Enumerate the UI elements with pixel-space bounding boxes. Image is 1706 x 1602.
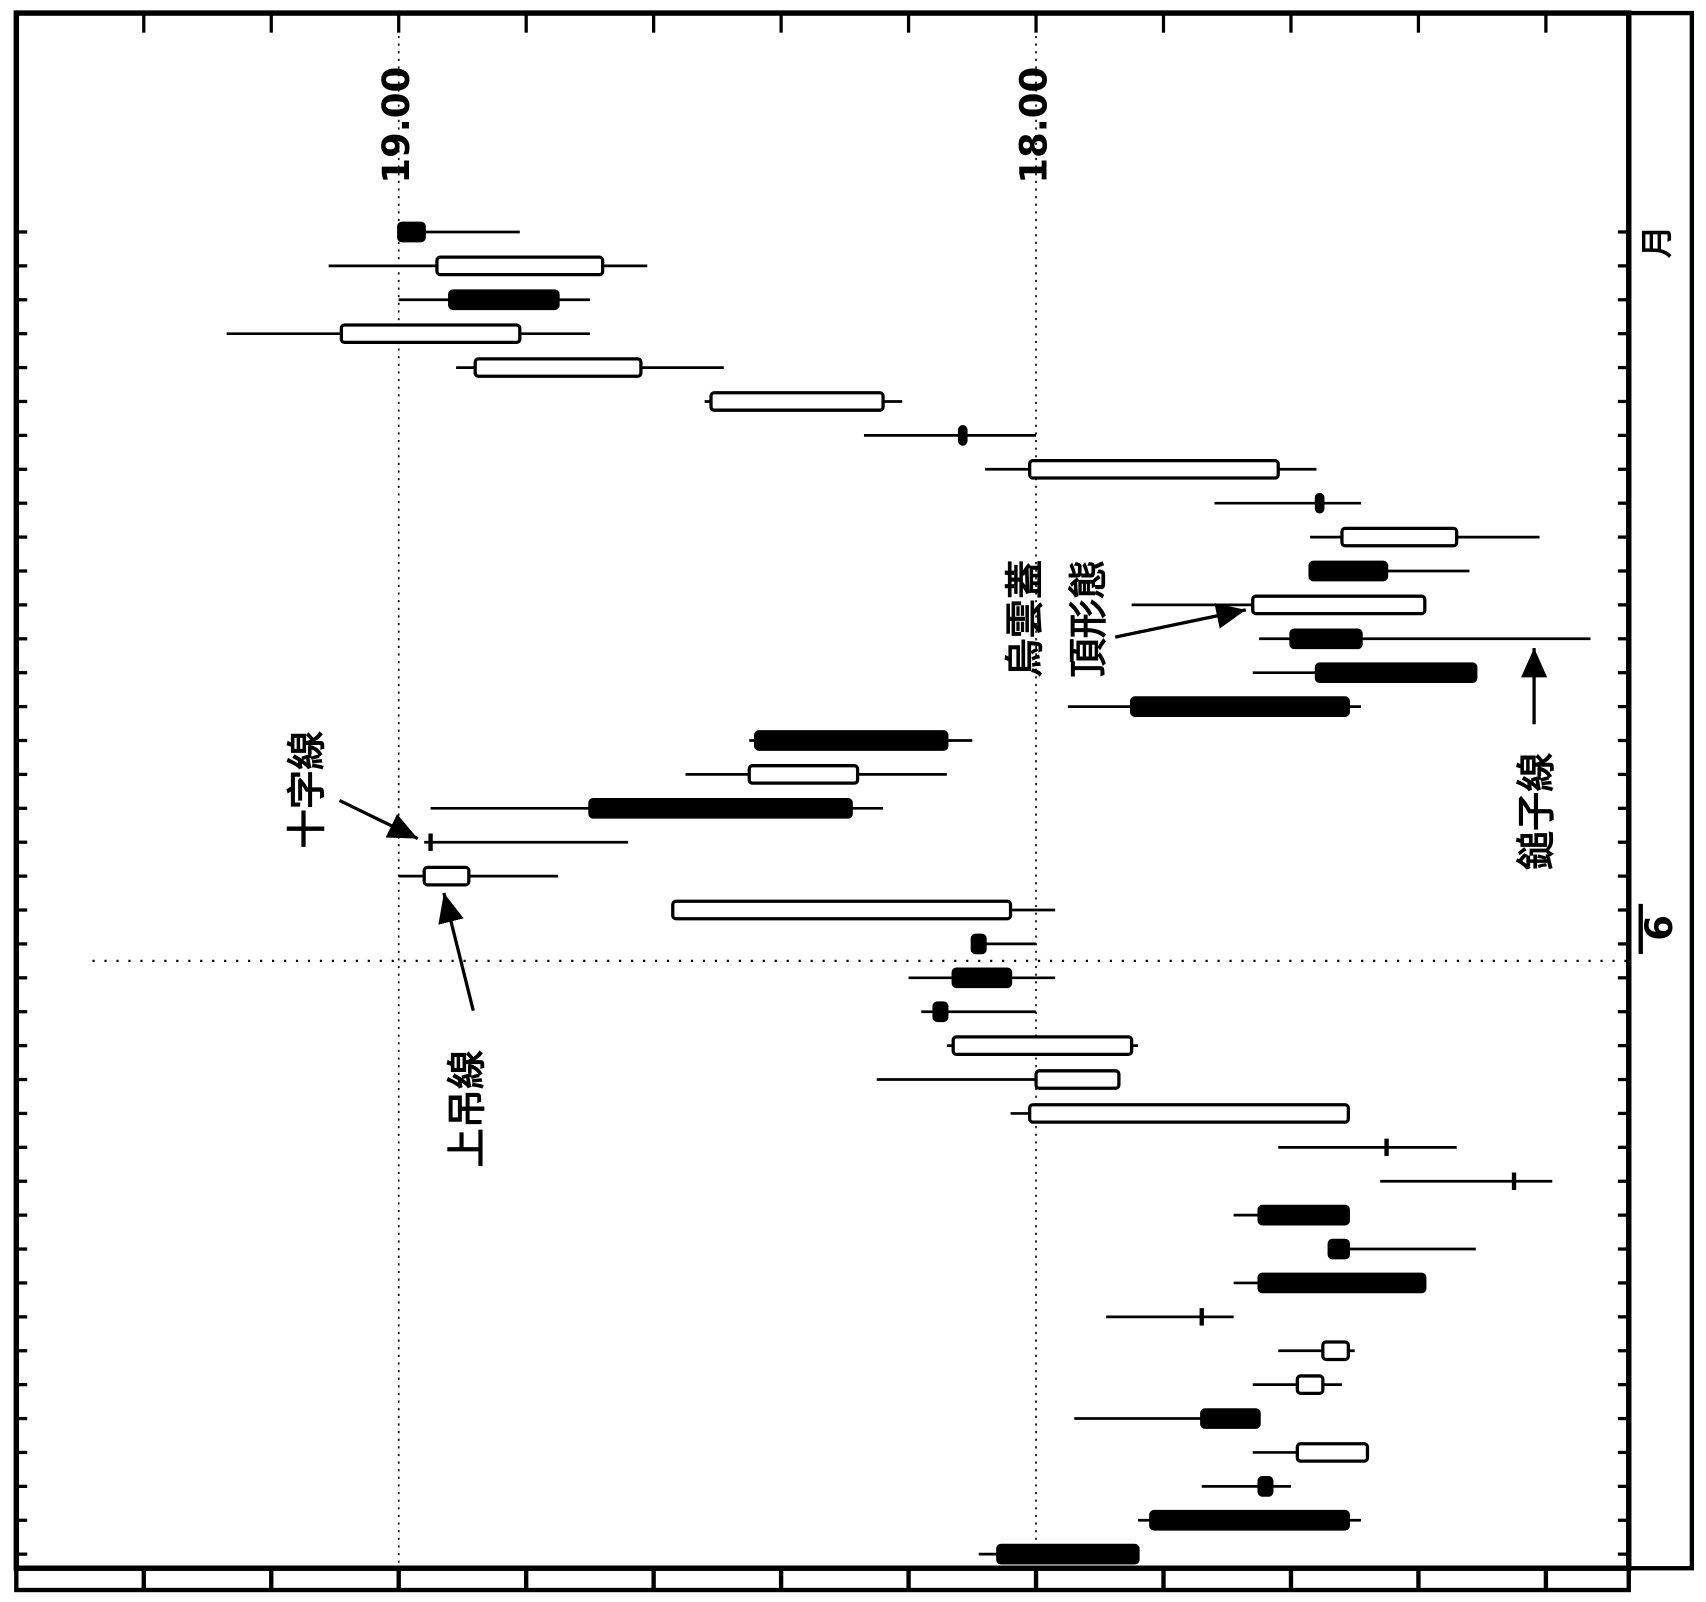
body bbox=[951, 967, 1013, 989]
body bbox=[996, 1543, 1140, 1565]
body bbox=[422, 865, 471, 887]
body bbox=[1308, 560, 1389, 582]
body bbox=[1257, 1476, 1274, 1497]
annotation-arrow bbox=[438, 892, 475, 1012]
body bbox=[588, 797, 853, 819]
body bbox=[709, 391, 885, 412]
body bbox=[1295, 1442, 1370, 1463]
body bbox=[339, 323, 522, 345]
body bbox=[1289, 628, 1363, 650]
month-strip bbox=[1626, 10, 1695, 1571]
body bbox=[397, 221, 426, 243]
body bbox=[957, 425, 968, 446]
body bbox=[1340, 526, 1459, 548]
annotation: 頂形態 bbox=[1067, 560, 1112, 678]
body bbox=[1257, 1272, 1427, 1294]
x-tick-label: 19.00 bbox=[375, 67, 418, 184]
annotation: 烏雲蓋 bbox=[1004, 560, 1049, 678]
annotation-arrow bbox=[1114, 603, 1247, 639]
annotation: 上吊線 bbox=[446, 1050, 491, 1168]
body bbox=[1028, 458, 1280, 480]
body bbox=[1251, 594, 1427, 616]
body bbox=[671, 899, 1013, 921]
annotation: 鎚子線 bbox=[1515, 753, 1560, 871]
body bbox=[448, 289, 560, 311]
month-label: 月 bbox=[1638, 225, 1676, 258]
annotation: 十字線 bbox=[286, 731, 331, 849]
body bbox=[1028, 1103, 1350, 1124]
body bbox=[1149, 1509, 1350, 1531]
body bbox=[473, 357, 643, 378]
body bbox=[970, 933, 987, 955]
body bbox=[932, 1001, 949, 1023]
body bbox=[435, 255, 605, 277]
body bbox=[1130, 696, 1350, 717]
body bbox=[753, 730, 949, 751]
body bbox=[1314, 492, 1325, 514]
bottom-axis-strip bbox=[14, 1566, 1631, 1593]
body bbox=[1295, 1374, 1325, 1395]
plot-frame bbox=[13, 10, 1632, 1571]
annotation-arrow bbox=[338, 798, 419, 841]
body bbox=[1314, 662, 1478, 684]
body bbox=[1034, 1069, 1121, 1090]
x-tick-label: 18.00 bbox=[1013, 67, 1056, 184]
body bbox=[1327, 1238, 1350, 1260]
month-label: 6 bbox=[1638, 915, 1681, 941]
body bbox=[951, 1035, 1134, 1056]
body bbox=[747, 764, 860, 785]
body bbox=[1321, 1340, 1350, 1362]
body bbox=[1257, 1204, 1350, 1226]
body bbox=[1200, 1408, 1261, 1429]
